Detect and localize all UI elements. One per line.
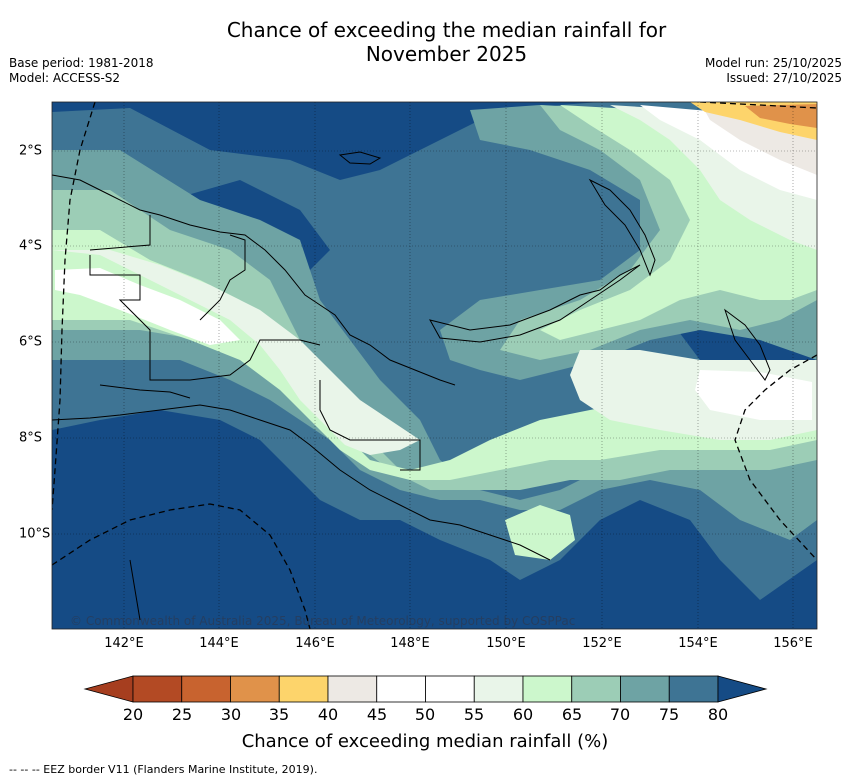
colorbar-cell	[132, 675, 183, 703]
colorbar-level-label: 30	[220, 705, 242, 724]
province-border	[319, 380, 421, 471]
x-tick-label: 144°E	[199, 636, 239, 651]
province-borders	[89, 215, 421, 471]
map-frame	[51, 101, 818, 630]
colorbar-cell	[668, 675, 719, 703]
coastline-new-guinea-south	[52, 404, 551, 561]
colorbar-cell	[327, 675, 378, 703]
colorbar-cell	[473, 675, 524, 703]
y-tick-label: 6°S	[19, 334, 43, 350]
contour-60-east	[540, 105, 817, 340]
colorbar-level-label: 25	[171, 705, 193, 724]
x-tick-label: 150°E	[486, 636, 526, 651]
colorbar-level-label: 20	[122, 705, 144, 724]
eez-borders	[52, 102, 817, 629]
x-tick-label: 152°E	[582, 636, 622, 651]
colorbar	[83, 675, 768, 703]
colorbar-cell	[230, 675, 280, 703]
x-tick-label: 148°E	[390, 636, 430, 651]
coastline-cape-york	[129, 559, 141, 621]
contour-55-ne	[610, 105, 817, 250]
title-line-1: Chance of exceeding the median rainfall …	[226, 18, 667, 42]
coastline-new-britain	[429, 264, 641, 343]
meta-left: Base period: 1981-2018 Model: ACCESS-S2	[9, 56, 154, 86]
y-tick-label: 10°S	[19, 526, 51, 542]
province-border	[89, 255, 321, 381]
colorbar-cell	[620, 675, 670, 703]
colorbar-cell	[571, 675, 621, 703]
x-tick-label: 154°E	[678, 636, 718, 651]
colorbar-level-label: 45	[366, 705, 388, 724]
x-tick-label: 156°E	[773, 636, 813, 651]
contour-65	[52, 190, 817, 490]
contour-30	[745, 104, 817, 128]
colorbar-level-label: 70	[609, 705, 631, 724]
x-tick-label: 142°E	[104, 636, 144, 651]
colorbar-cells	[132, 675, 719, 703]
coastlines	[52, 151, 771, 621]
contour-50-ne	[640, 105, 817, 200]
colorbar-level-label: 80	[707, 705, 729, 724]
model-name: Model: ACCESS-S2	[9, 71, 121, 85]
colorbar-over-arrow	[717, 675, 768, 703]
meta-right: Model run: 25/10/2025 Issued: 27/10/2025	[705, 56, 842, 86]
colorbar-level-label: 50	[414, 705, 436, 724]
graticule	[52, 102, 817, 629]
x-tick-label: 146°E	[295, 636, 335, 651]
colorbar-title: Chance of exceeding median rainfall (%)	[241, 731, 609, 752]
y-tick-label: 2°S	[19, 143, 43, 159]
colorbar-level-label: 60	[512, 705, 534, 724]
contour-65-east	[500, 105, 817, 360]
colorbar-level-label: 40	[317, 705, 339, 724]
colorbar-cell	[425, 675, 475, 703]
colorbar-under-arrow	[83, 675, 134, 703]
coastline-bougainville	[724, 308, 771, 381]
issued-date: Issued: 27/10/2025	[726, 71, 842, 85]
coastline-manus	[338, 151, 382, 165]
y-tick-label: 8°S	[19, 430, 43, 446]
contour-55	[52, 250, 420, 455]
colorbar-cell	[181, 675, 231, 703]
title-line-2: November 2025	[365, 42, 528, 66]
coastline-new-ireland	[588, 178, 656, 277]
eez-footnote: -- -- -- EEZ border V11 (Flanders Marine…	[9, 763, 318, 776]
colorbar-cell	[278, 675, 329, 703]
colorbar-level-label: 75	[658, 705, 680, 724]
y-tick-label: 4°S	[19, 238, 43, 254]
contour-70	[52, 150, 817, 540]
model-run: Model run: 25/10/2025	[704, 56, 842, 70]
map-title: Chance of exceeding the median rainfall …	[0, 18, 850, 66]
colorbar-level-label: 55	[463, 705, 485, 724]
base-period: Base period: 1981-2018	[9, 56, 154, 70]
colorbar-cell	[522, 675, 573, 703]
colorbar-level-label: 65	[561, 705, 583, 724]
eez-border-west	[52, 102, 96, 511]
eez-border-ne	[699, 102, 817, 109]
rainfall-map	[52, 102, 817, 629]
colorbar-cell	[376, 675, 426, 703]
coastline-torres-strait	[99, 384, 191, 399]
colorbar-level-label: 35	[268, 705, 290, 724]
province-border	[89, 215, 246, 321]
contour-50-east	[695, 370, 812, 420]
eez-border-south	[52, 503, 311, 629]
copyright-notice: © Commonwealth of Australia 2025, Bureau…	[70, 614, 576, 628]
coastline-new-guinea-north	[52, 174, 456, 386]
contour-50	[55, 268, 240, 345]
